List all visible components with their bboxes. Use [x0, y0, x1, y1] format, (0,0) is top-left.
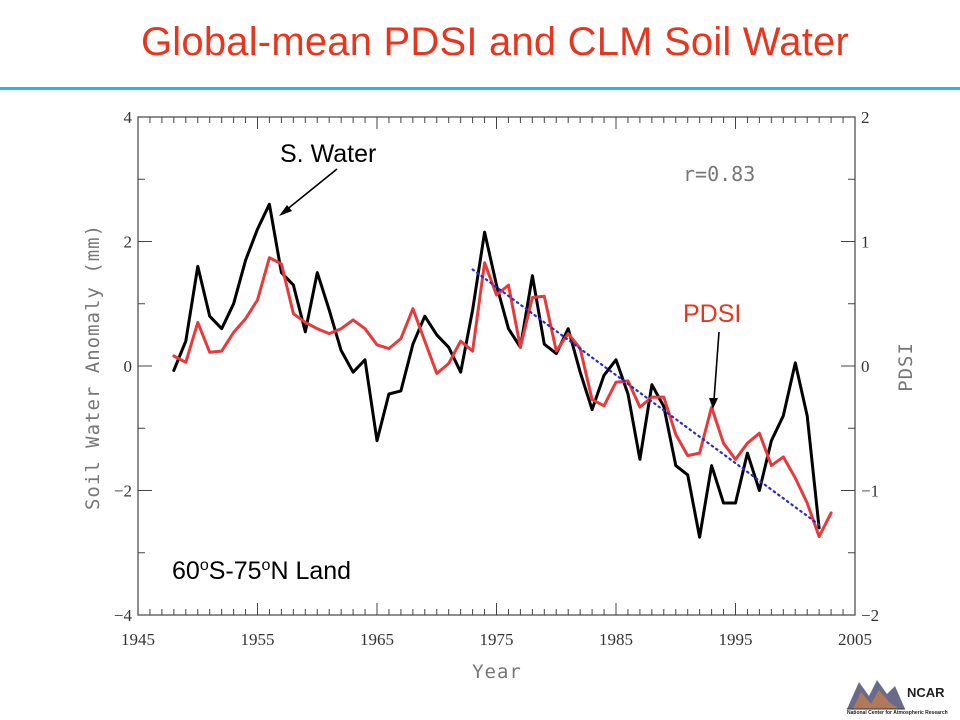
y-axis-title: Soil Water Anomaly (mm): [82, 224, 104, 510]
series-line-s-water: [172, 202, 821, 539]
series-layer: [172, 202, 833, 539]
x-tick-label: 1985: [599, 630, 633, 649]
ncar-logo-mark: [847, 680, 905, 710]
x-tick-label: 1995: [719, 630, 753, 649]
pdsi-arrow: [709, 331, 720, 409]
ncar-logo-subtitle: National Center for Atmospheric Research: [847, 710, 948, 716]
y2-tick-label: 2: [861, 108, 870, 127]
ncar-logo-text: NCAR: [907, 685, 945, 700]
slide-title: Global-mean PDSI and CLM Soil Water: [140, 20, 849, 64]
y2-tick-label: 0: [861, 357, 870, 376]
x-tick-label: 1945: [121, 630, 155, 649]
x-tick-label: 1965: [360, 630, 394, 649]
y2-tick-label: −1: [861, 482, 879, 501]
series-line-pdsi: [172, 256, 833, 539]
y-tick-label: −2: [114, 482, 132, 501]
x-tick-label: 2005: [838, 630, 872, 649]
y-tick-label: 4: [124, 108, 133, 127]
y-tick-label: −4: [114, 606, 133, 625]
x-tick-label: 1955: [241, 630, 275, 649]
soil-water-label: S. Water: [280, 140, 376, 168]
correlation-label: r=0.83: [683, 162, 755, 186]
y2-tick-label: −2: [861, 606, 879, 625]
soil-water-arrow: [279, 168, 338, 216]
plot-frame: [137, 116, 856, 616]
y2-tick-label: 1: [861, 233, 870, 252]
pdsi-label: PDSI: [683, 300, 741, 328]
y-tick-label: 0: [124, 357, 133, 376]
y-tick-label: 2: [124, 233, 133, 252]
axes: 1945 1955 1965 1975 1985 1995 2005 −4 −2 0 2 4 −2 −1 0…: [114, 108, 879, 649]
x-axis-title: Year: [472, 661, 522, 683]
title-divider: [0, 87, 960, 90]
region-label: 60oS-75oN Land: [172, 557, 351, 585]
series-line-trend: [471, 268, 821, 526]
ncar-logo: NCAR National Center for Atmospheric Res…: [845, 676, 955, 716]
y2-axis-title: PDSI: [895, 342, 917, 392]
x-tick-label: 1975: [480, 630, 514, 649]
